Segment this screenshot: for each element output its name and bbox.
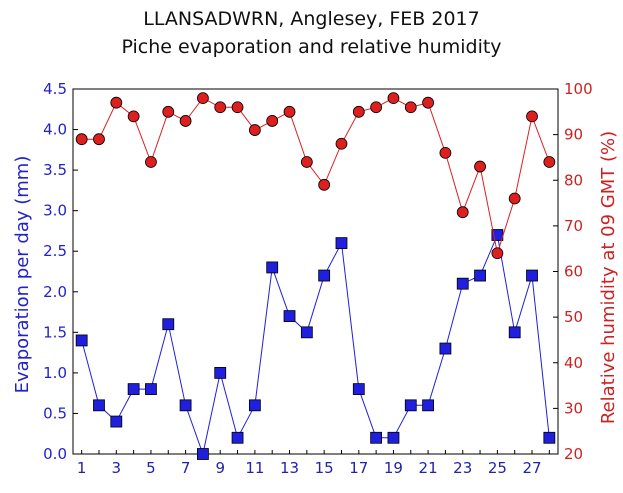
evaporation-point (370, 431, 383, 444)
evaporation-point (526, 269, 538, 282)
humidity-point (526, 110, 538, 123)
humidity-point (266, 115, 279, 127)
x-tick-label: 11 (245, 459, 264, 477)
right-tick-label: 90 (564, 126, 583, 144)
right-tick-label: 40 (564, 354, 583, 372)
humidity-point (197, 92, 209, 105)
x-tick-label: 15 (315, 459, 334, 477)
left-tick-label: 2.0 (43, 283, 67, 301)
humidity-point (93, 133, 105, 146)
evaporation-point (231, 431, 244, 444)
evaporation-point (248, 399, 261, 412)
evaporation-point (214, 366, 227, 379)
humidity-point (248, 124, 261, 136)
x-tick-label: 19 (384, 459, 403, 477)
humidity-point (231, 101, 244, 114)
humidity-point (75, 133, 88, 146)
right-tick-label: 60 (564, 263, 583, 281)
humidity-point (387, 92, 400, 105)
right-tick-label: 30 (564, 399, 583, 417)
right-tick-label: 50 (564, 308, 583, 326)
humidity-point (318, 178, 331, 191)
y-axis-left-label: Evaporation per day (mm) (12, 156, 33, 394)
left-tick-label: 4.0 (43, 121, 67, 139)
humidity-point (335, 137, 348, 150)
x-tick-label: 25 (488, 459, 507, 477)
x-tick-label: 1 (77, 459, 87, 477)
x-tick-label: 13 (280, 459, 299, 477)
humidity-point (404, 101, 417, 114)
evaporation-point (300, 326, 313, 339)
evaporation-point (456, 277, 469, 290)
humidity-point (422, 96, 434, 109)
evaporation-point (439, 342, 452, 355)
series-layer (75, 92, 556, 460)
left-tick-label: 0.0 (43, 445, 67, 463)
y-axis-right-label: Relative humidity at 09 GMT (%) (598, 131, 619, 424)
right-tick-label: 20 (564, 445, 583, 463)
x-tick-label: 23 (453, 459, 472, 477)
humidity-point (300, 156, 313, 168)
humidity-point (283, 105, 296, 118)
evaporation-point (318, 269, 331, 282)
humidity-point (543, 156, 556, 168)
x-tick-label: 21 (419, 459, 438, 477)
humidity-point (162, 105, 175, 118)
humidity-point (110, 96, 123, 109)
left-tick-label: 1.5 (43, 323, 67, 341)
x-tick-label: 5 (146, 459, 156, 477)
evaporation-point (266, 261, 279, 274)
evaporation-point (197, 448, 209, 460)
evaporation-point (145, 383, 157, 396)
humidity-point (370, 101, 383, 114)
humidity-point (508, 192, 521, 205)
humidity-point (127, 110, 140, 123)
left-tick-label: 0.5 (43, 404, 67, 422)
evaporation-point (110, 415, 123, 428)
humidity-point (145, 156, 157, 168)
humidity-point (474, 160, 486, 173)
humidity-line (81, 97, 550, 254)
evaporation-point (335, 237, 348, 250)
left-tick-label: 2.5 (43, 242, 67, 260)
chart-title: LLANSADWRN, Anglesey, FEB 2017 (143, 8, 480, 30)
humidity-point (456, 206, 469, 219)
x-tick-label: 27 (522, 459, 541, 477)
left-tick-label: 3.0 (43, 202, 67, 220)
x-tick-label: 3 (112, 459, 122, 477)
evaporation-point (179, 399, 192, 412)
humidity-point (491, 247, 504, 260)
evaporation-point (352, 383, 365, 396)
evaporation-point (422, 399, 434, 412)
evaporation-line (81, 233, 550, 456)
left-tick-label: 1.0 (43, 364, 67, 382)
evaporation-point (127, 383, 140, 396)
humidity-point (352, 105, 365, 118)
evaporation-point (543, 431, 556, 444)
evaporation-point (474, 269, 486, 282)
left-tick-label: 4.5 (43, 80, 67, 98)
chart-subtitle: Piche evaporation and relative humidity (121, 36, 502, 58)
evaporation-point (75, 334, 88, 347)
evaporation-point (93, 399, 105, 412)
left-tick-label: 3.5 (43, 161, 67, 179)
x-tick-label: 9 (215, 459, 225, 477)
evaporation-point (162, 318, 175, 331)
right-tick-label: 80 (564, 171, 583, 189)
humidity-point (214, 101, 227, 114)
evaporation-point (283, 310, 296, 323)
x-tick-label: 7 (181, 459, 191, 477)
right-axis-ticks: 20 30 40 50 60 70 80 90 100 (553, 80, 593, 463)
evaporation-point (404, 399, 417, 412)
humidity-point (179, 115, 192, 127)
left-axis-ticks: 0.0 0.5 1.0 1.5 2.0 2.5 3.0 3.5 4.0 4.5 (43, 80, 78, 463)
right-tick-label: 100 (564, 80, 593, 98)
evaporation-point (387, 431, 400, 444)
evaporation-point (508, 326, 521, 339)
x-axis-ticks: 1 3 5 7 9 11 13 15 17 19 21 23 25 27 (77, 450, 550, 477)
x-tick-label: 17 (349, 459, 368, 477)
humidity-point (439, 146, 452, 159)
right-tick-label: 70 (564, 217, 583, 235)
